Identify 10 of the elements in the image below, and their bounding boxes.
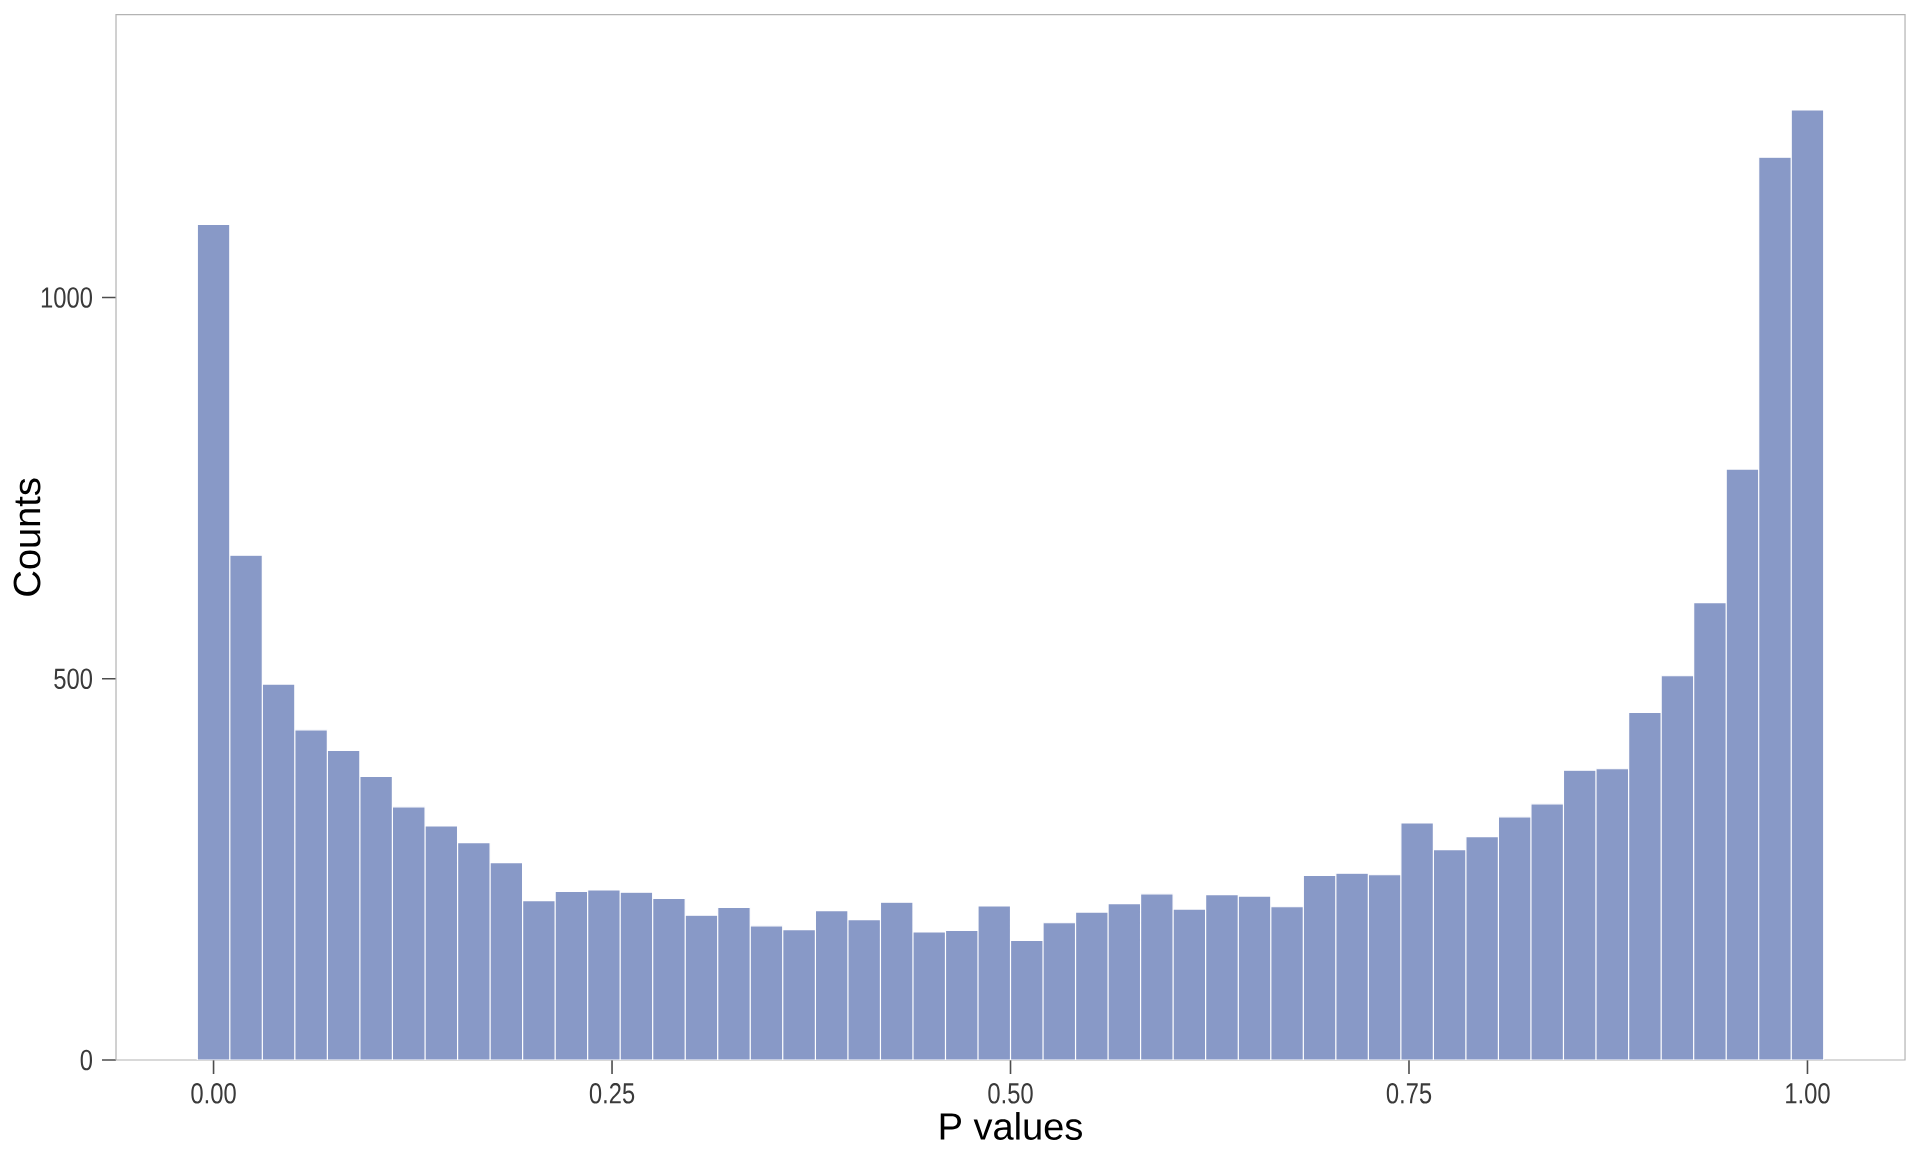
y-axis-title: Counts	[13, 478, 41, 596]
x-tick-label: 0.50	[988, 1083, 1033, 1104]
x-tick-label: 0.25	[589, 1083, 635, 1104]
y-tick-label: 1000	[41, 287, 93, 308]
x-axis-title: P values	[940, 1112, 1082, 1140]
y-tick-label: 0	[80, 1049, 93, 1071]
x-tick-label: 0.00	[191, 1083, 236, 1104]
x-tick-label: 1.00	[1786, 1083, 1830, 1104]
y-tick-label: 500	[54, 668, 93, 690]
x-tick-label: 0.75	[1386, 1083, 1432, 1104]
